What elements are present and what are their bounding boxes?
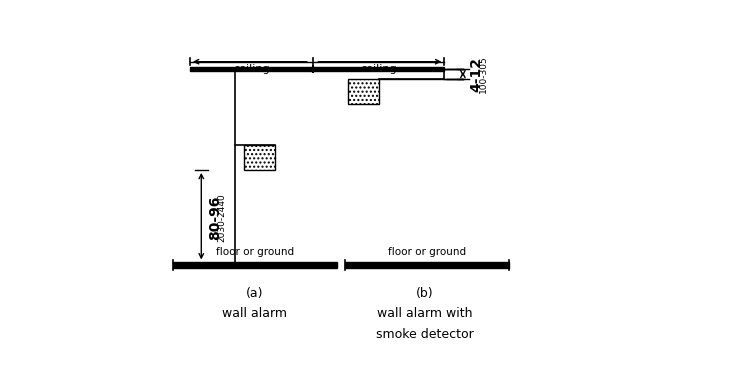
Text: ceiling: ceiling (360, 64, 397, 74)
Bar (348, 79, 379, 104)
Text: wall alarm: wall alarm (222, 307, 287, 320)
Text: ceiling: ceiling (233, 64, 270, 74)
Text: (a): (a) (246, 287, 264, 300)
Text: 80-96: 80-96 (208, 195, 222, 240)
Bar (190, 67, 444, 71)
Text: 100-305: 100-305 (479, 55, 488, 93)
Text: 2030-2440: 2030-2440 (217, 193, 226, 242)
Text: smoke detector: smoke detector (375, 328, 473, 341)
Text: 4-12: 4-12 (469, 57, 483, 92)
Text: floor or ground: floor or ground (389, 247, 467, 257)
Text: wall alarm with: wall alarm with (377, 307, 472, 320)
Text: floor or ground: floor or ground (216, 247, 294, 257)
Bar (346, 263, 509, 268)
Bar (173, 263, 337, 268)
Bar (243, 145, 275, 170)
Text: (b): (b) (416, 287, 433, 300)
